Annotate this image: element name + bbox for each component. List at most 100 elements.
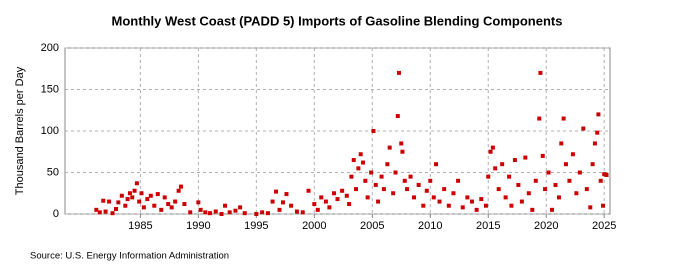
data-point: [198, 207, 203, 212]
data-point: [219, 212, 224, 216]
data-point: [604, 172, 609, 177]
data-point: [540, 153, 545, 158]
data-point: [602, 172, 607, 177]
data-point: [570, 152, 575, 157]
data-point: [533, 178, 538, 183]
data-point: [538, 70, 543, 75]
data-point: [561, 116, 566, 121]
data-point: [176, 188, 181, 193]
data-point: [260, 210, 265, 215]
data-point: [385, 162, 390, 167]
data-point: [335, 197, 340, 202]
data-point: [601, 203, 606, 208]
x-tick-label: 1985: [128, 220, 152, 232]
source-note: Source: U.S. Energy Information Administ…: [30, 251, 229, 262]
data-point: [509, 203, 514, 208]
data-point: [446, 203, 451, 208]
data-point: [139, 191, 144, 196]
data-point: [327, 205, 332, 210]
data-point: [369, 170, 374, 175]
data-point: [400, 149, 405, 154]
data-point: [103, 209, 108, 214]
data-point: [598, 178, 603, 183]
data-point: [428, 178, 433, 183]
data-point: [474, 207, 479, 212]
data-point: [315, 207, 320, 212]
data-point: [173, 199, 178, 204]
data-point: [493, 166, 498, 171]
data-point: [563, 162, 568, 167]
data-point: [227, 210, 232, 215]
data-point: [155, 192, 160, 197]
data-point: [363, 178, 368, 183]
data-point: [358, 152, 363, 157]
data-point: [470, 199, 475, 204]
data-point: [169, 205, 174, 210]
data-point: [130, 195, 135, 200]
data-point: [365, 195, 370, 200]
data-point: [132, 188, 137, 193]
data-point: [379, 174, 384, 179]
data-point: [391, 191, 396, 196]
data-point: [376, 199, 381, 204]
data-point: [437, 199, 442, 204]
x-tick-label: 2020: [534, 220, 558, 232]
data-point: [182, 202, 187, 207]
data-point: [483, 203, 488, 208]
data-point: [396, 70, 401, 75]
data-point: [347, 202, 352, 207]
data-point: [312, 202, 317, 207]
data-point: [119, 193, 124, 198]
y-tick-label: 150: [41, 83, 59, 95]
data-point: [141, 205, 146, 210]
data-point: [451, 191, 456, 196]
data-point: [519, 199, 524, 204]
data-point: [373, 182, 378, 187]
data-point: [213, 209, 218, 214]
data-point: [412, 195, 417, 200]
data-point: [556, 195, 561, 200]
data-point: [340, 188, 345, 193]
data-point: [577, 170, 582, 175]
data-point: [479, 197, 484, 202]
data-point: [592, 141, 597, 146]
data-point: [94, 207, 99, 212]
data-point: [371, 129, 376, 133]
data-point: [349, 174, 354, 179]
data-point: [134, 181, 139, 186]
data-point: [496, 187, 501, 192]
data-point: [323, 199, 328, 204]
data-point: [559, 141, 564, 146]
y-tick-label: 200: [41, 42, 59, 54]
data-point: [416, 182, 421, 187]
data-point: [431, 195, 436, 200]
data-point: [254, 212, 259, 216]
x-tick-label: 2010: [418, 220, 442, 232]
data-point: [553, 182, 558, 187]
y-tick-label: 100: [41, 125, 59, 137]
data-point: [488, 149, 493, 154]
data-point: [242, 211, 247, 216]
chart-title: Monthly West Coast (PADD 5) Imports of G…: [112, 13, 563, 28]
x-tick-label: 2005: [360, 220, 384, 232]
data-point: [590, 162, 595, 167]
data-point: [265, 211, 270, 216]
data-point: [145, 197, 150, 202]
data-point: [402, 178, 407, 183]
data-point: [516, 182, 521, 187]
data-point: [351, 158, 356, 163]
data-point: [584, 187, 589, 192]
data-point: [408, 174, 413, 179]
data-point: [300, 210, 305, 215]
data-point: [319, 195, 324, 200]
y-tick-label: 0: [53, 208, 59, 220]
data-point: [507, 174, 512, 179]
data-point: [526, 191, 531, 196]
data-point: [207, 211, 212, 216]
data-point: [270, 199, 275, 204]
data-point: [233, 208, 238, 213]
data-point: [490, 145, 495, 150]
data-point: [238, 205, 243, 210]
data-point: [546, 170, 551, 175]
data-point: [550, 207, 555, 212]
